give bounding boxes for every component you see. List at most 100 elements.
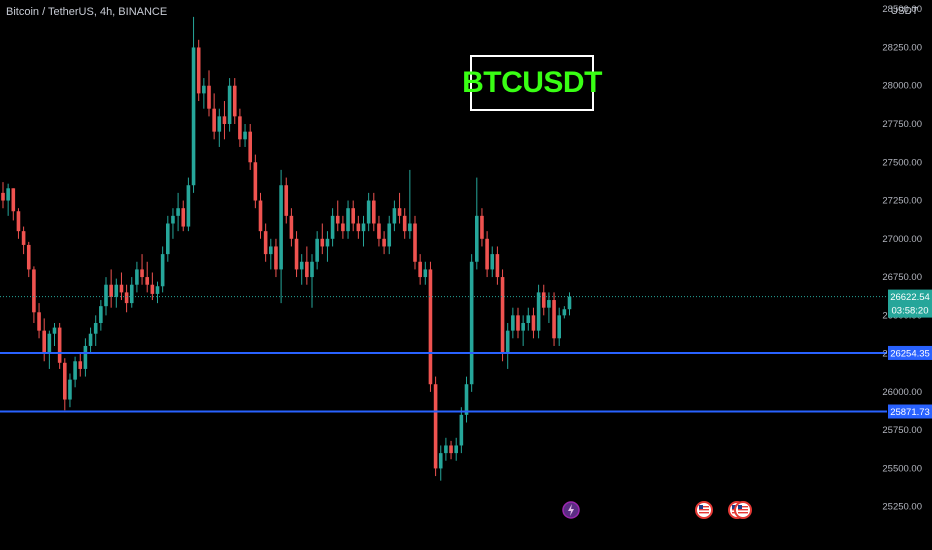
us-flag-event-icon[interactable] xyxy=(695,501,713,519)
candle-body xyxy=(1,192,5,201)
price-tick-label: 27250.00 xyxy=(882,196,922,207)
candle-body xyxy=(6,188,10,201)
candle-body xyxy=(531,315,536,331)
candle-body xyxy=(52,327,57,334)
candle-body xyxy=(449,445,453,454)
candle-body xyxy=(99,306,103,323)
candle-body xyxy=(78,361,83,369)
candle-body xyxy=(258,200,263,232)
flag-stripe xyxy=(699,509,709,511)
candle-body xyxy=(63,362,67,400)
candle-body xyxy=(269,246,273,255)
candle-body xyxy=(232,85,237,117)
candle-body xyxy=(279,185,283,270)
candle-body xyxy=(408,223,412,232)
candle-body xyxy=(392,208,397,224)
candle-body xyxy=(567,296,572,310)
candle-body xyxy=(47,333,52,353)
candle-body xyxy=(418,261,422,278)
candle-body xyxy=(433,384,438,469)
candle-body xyxy=(26,244,31,270)
candle-body xyxy=(505,330,510,354)
candle-body xyxy=(464,384,469,415)
price-tick-label: 28000.00 xyxy=(882,81,922,92)
candle-body xyxy=(495,254,500,278)
candle-body xyxy=(361,223,366,232)
candle-body xyxy=(444,445,448,454)
price-axis[interactable]: 28500.00 28250.00 28000.00 27750.00 27500.00… xyxy=(882,4,932,513)
candle-body xyxy=(341,223,345,232)
candle-body xyxy=(547,300,551,308)
symbol-title: Bitcoin / TetherUS, 4h, BINANCE xyxy=(6,6,168,18)
lightning-event-icon[interactable] xyxy=(562,501,580,519)
candle-body xyxy=(202,85,206,94)
candle-body xyxy=(299,261,304,270)
price-tick-label: 26750.00 xyxy=(882,272,922,283)
candle-body xyxy=(83,345,88,369)
ticker-annotation: BTCUSDT xyxy=(462,55,602,111)
candle-body xyxy=(129,284,134,304)
candle-body xyxy=(263,231,268,255)
candle-body xyxy=(536,292,541,331)
candle-body xyxy=(176,208,180,216)
candle-body xyxy=(238,116,242,140)
candle-body xyxy=(93,322,98,334)
candle-body xyxy=(160,254,165,287)
candle-body xyxy=(37,312,41,331)
candle-body xyxy=(166,223,170,255)
candle-body xyxy=(124,292,129,304)
candle-body xyxy=(541,292,546,308)
candle-body xyxy=(438,453,443,469)
level-price-tag: 25871.73 xyxy=(890,407,930,418)
candle-body xyxy=(217,116,222,132)
flag-stripe xyxy=(738,506,748,508)
candle-body xyxy=(526,315,531,323)
candle-body xyxy=(428,269,433,385)
candle-body xyxy=(310,261,314,278)
lines-layer xyxy=(0,296,887,413)
candle-body xyxy=(73,361,77,380)
candle-body xyxy=(557,315,561,339)
price-tick-label: 25750.00 xyxy=(882,425,922,436)
us-flag-event-icon[interactable] xyxy=(734,501,752,519)
candle-body xyxy=(356,223,361,232)
candle-body xyxy=(475,215,479,262)
flag-canton xyxy=(738,505,742,509)
price-tick-label: 25250.00 xyxy=(882,502,922,513)
candle-body xyxy=(423,269,428,278)
candle-body xyxy=(140,269,144,278)
candle-body xyxy=(335,215,340,224)
candle-body xyxy=(516,315,520,331)
price-tick-label: 27000.00 xyxy=(882,234,922,245)
flag-stripe xyxy=(738,512,748,514)
candle-body xyxy=(11,188,16,212)
candle-body xyxy=(212,108,216,132)
countdown-tag-text: 03:58:20 xyxy=(892,306,929,317)
level-price-tag: 26254.35 xyxy=(890,348,930,359)
candle-body xyxy=(289,215,294,239)
candle-body xyxy=(320,238,325,247)
candle-body xyxy=(511,315,515,331)
candle-body xyxy=(366,200,371,224)
candle-body xyxy=(32,269,36,313)
candle-body xyxy=(68,379,72,400)
price-tick-label: 27750.00 xyxy=(882,119,922,130)
candle-body xyxy=(562,309,567,316)
candle-body xyxy=(119,284,124,293)
candle-body xyxy=(171,215,175,224)
candle-body xyxy=(480,215,484,239)
candle-body xyxy=(248,131,252,163)
flag-canton xyxy=(732,505,736,509)
price-tick-label: 27500.00 xyxy=(882,157,922,168)
candle-body xyxy=(500,277,505,354)
current-price-tag-bg xyxy=(888,289,932,318)
candle-body xyxy=(181,208,186,227)
candle-body xyxy=(155,286,160,294)
candle-body xyxy=(454,445,458,454)
candle-body xyxy=(382,238,386,247)
candle-body xyxy=(387,223,392,247)
candle-body xyxy=(294,238,299,270)
candle-body xyxy=(305,261,309,278)
